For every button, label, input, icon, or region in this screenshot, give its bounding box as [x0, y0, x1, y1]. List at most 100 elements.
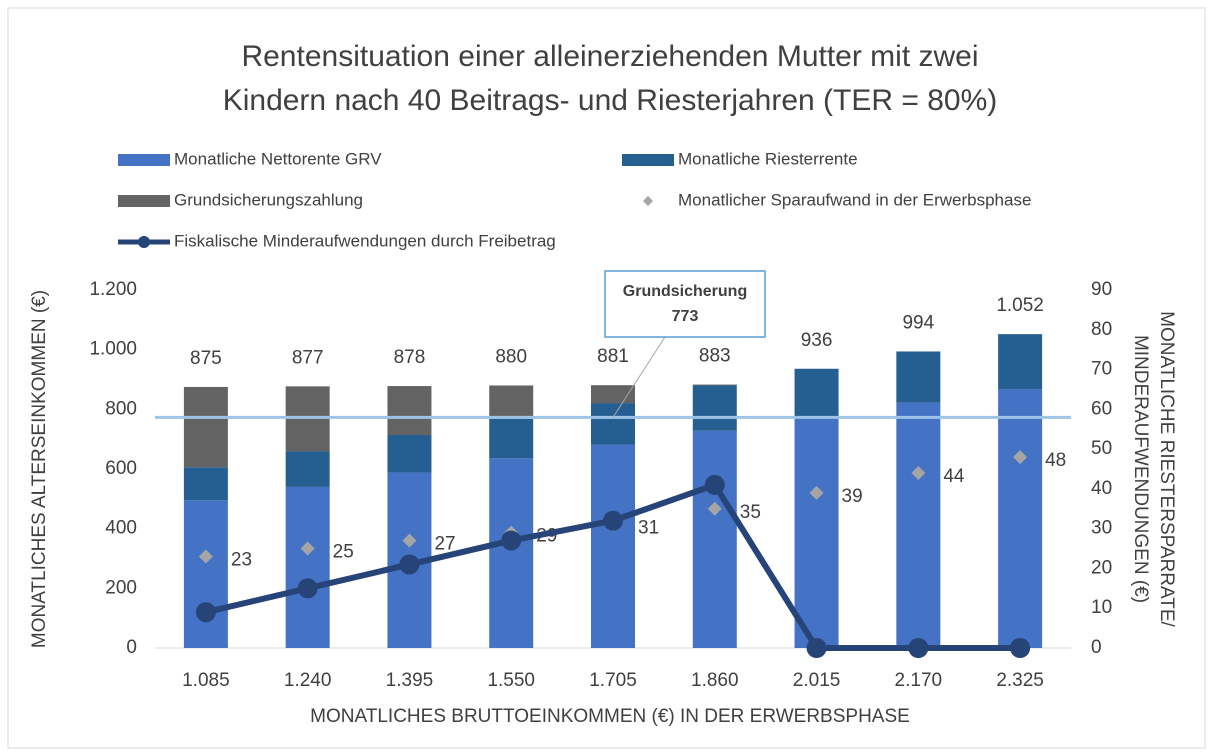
annotation-leader — [612, 336, 666, 418]
legend-label: Grundsicherungszahlung — [174, 190, 363, 209]
x-tick-label: 1.085 — [182, 670, 230, 691]
y-tick-label: 1.200 — [89, 279, 137, 300]
diamond-marker — [911, 465, 926, 480]
annotation-box — [604, 270, 766, 338]
diamond-marker — [1013, 450, 1028, 465]
line-point — [399, 554, 420, 575]
bar-segment — [591, 385, 635, 404]
total-label: 877 — [292, 347, 324, 368]
y-tick-label: 600 — [105, 458, 137, 479]
bar-segment — [692, 385, 737, 431]
line-point — [501, 530, 522, 551]
bar-segment — [387, 386, 432, 435]
x-tick-label: 1.705 — [589, 670, 637, 691]
data-label: 44 — [943, 466, 965, 487]
diamond-marker — [198, 549, 213, 564]
x-tick-label: 1.860 — [691, 670, 739, 691]
x-tick-label: 1.550 — [487, 670, 535, 691]
bar-segment — [998, 334, 1043, 390]
y2-tick-label: 0 — [1091, 637, 1102, 658]
x-tick-label: 2.170 — [895, 670, 943, 691]
y2-tick-label: 50 — [1091, 438, 1112, 459]
legend-swatch — [118, 195, 170, 207]
total-label: 880 — [495, 346, 527, 367]
diamond-marker — [300, 541, 315, 556]
data-label: 48 — [1045, 450, 1066, 471]
bar-segment — [998, 389, 1043, 648]
line-point — [603, 510, 623, 531]
bar-segment — [692, 430, 737, 648]
data-label: 31 — [638, 518, 659, 539]
legend-label: Monatlicher Sparaufwand in der Erwerbsph… — [678, 190, 1031, 209]
diamond-marker — [707, 501, 722, 516]
data-label: 23 — [231, 550, 252, 571]
bar-segment — [896, 351, 941, 403]
bar-segment — [692, 384, 737, 386]
line-point — [195, 602, 216, 623]
bar-segment — [489, 458, 534, 648]
y-tick-label: 200 — [105, 577, 137, 598]
line-point — [704, 474, 725, 495]
annotation-value: 773 — [672, 308, 699, 325]
line-point — [1010, 638, 1031, 658]
chart-title: Kindern nach 40 Beitrags- und Riesterjah… — [223, 84, 998, 117]
data-label: 25 — [333, 542, 354, 563]
y2-tick-label: 90 — [1091, 279, 1112, 300]
x-tick-label: 2.325 — [996, 670, 1044, 691]
diamond-marker — [809, 485, 824, 500]
y2-tick-label: 80 — [1091, 319, 1112, 340]
bar-segment — [285, 486, 330, 648]
total-label: 878 — [394, 347, 426, 368]
bar-segment — [896, 402, 941, 648]
legend-swatch — [622, 154, 674, 166]
total-label: 875 — [190, 348, 222, 369]
y-tick-label: 1.000 — [89, 339, 137, 360]
line-point — [908, 638, 929, 658]
y2-tick-label: 10 — [1091, 597, 1112, 618]
y2-axis-title: MINDERAUFWENDUNGEN (€) — [1130, 335, 1151, 603]
bar-segment — [489, 418, 534, 459]
data-label: 39 — [842, 486, 863, 507]
x-axis-title: MONATLICHES BRUTTOEINKOMMEN (€) IN DER E… — [310, 706, 910, 727]
x-tick-label: 1.395 — [386, 670, 434, 691]
y2-tick-label: 70 — [1091, 359, 1112, 380]
legend-swatch — [643, 196, 653, 206]
chart-title: Rentensituation einer alleinerziehenden … — [241, 40, 978, 73]
diamond-marker — [402, 533, 417, 548]
y2-tick-label: 40 — [1091, 478, 1112, 499]
bar-segment — [183, 386, 228, 468]
bar-segment — [489, 385, 534, 419]
bar-segment — [591, 403, 635, 445]
total-label: 1.052 — [996, 295, 1044, 316]
bar-segment — [387, 434, 432, 473]
legend-label: Fiskalische Minderaufwendungen durch Fre… — [174, 231, 556, 250]
data-label: 27 — [434, 534, 455, 555]
data-label: 35 — [740, 502, 761, 523]
total-label: 936 — [801, 330, 833, 351]
bar-segment — [285, 451, 330, 487]
bar-segment — [794, 368, 839, 417]
y-tick-label: 400 — [105, 518, 137, 539]
legend-label: Monatliche Nettorente GRV — [174, 149, 382, 168]
y-tick-label: 0 — [126, 637, 137, 658]
y-tick-label: 800 — [105, 398, 137, 419]
y2-tick-label: 60 — [1091, 398, 1112, 419]
annotation-label: Grundsicherung — [623, 283, 747, 300]
total-label: 881 — [597, 346, 629, 367]
y-axis-title: MONATLICHES ALTERSEINKOMMEN (€) — [29, 290, 50, 648]
bar-segment — [183, 467, 228, 501]
legend-label: Monatliche Riesterrente — [678, 149, 858, 168]
y2-axis-title: MONATLICHE RIESTERSPARRATE/ — [1156, 311, 1177, 627]
legend-swatch — [138, 236, 150, 248]
y2-tick-label: 20 — [1091, 557, 1112, 578]
y2-tick-label: 30 — [1091, 518, 1112, 539]
total-label: 994 — [902, 312, 934, 333]
x-tick-label: 2.015 — [793, 670, 841, 691]
bar-segment — [794, 416, 839, 648]
line-point — [806, 638, 827, 658]
total-label: 883 — [699, 346, 731, 367]
line-point — [297, 578, 318, 599]
bar-segment — [591, 444, 635, 648]
legend-swatch — [118, 154, 170, 166]
